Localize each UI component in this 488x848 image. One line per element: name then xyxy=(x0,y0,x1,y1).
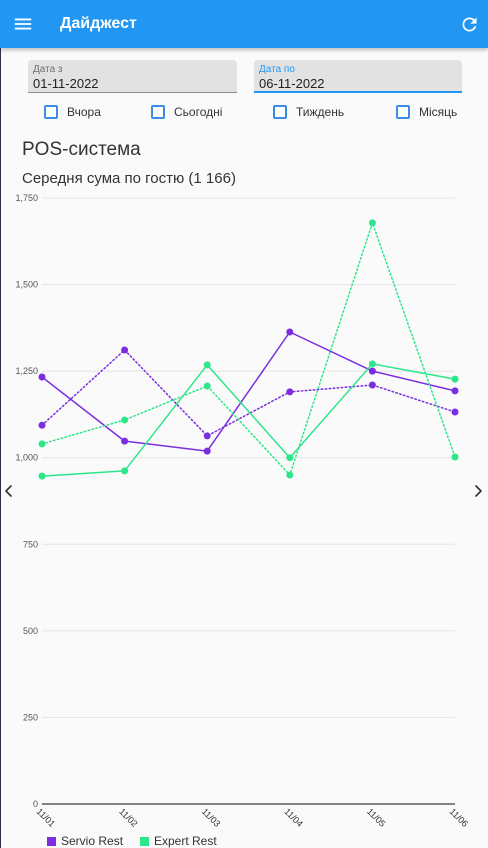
x-tick-label: 11/03 xyxy=(200,806,223,829)
app-bar: Дайджест xyxy=(0,0,488,48)
period-option-label: Сьогодні xyxy=(174,105,223,119)
legend-swatch xyxy=(140,837,149,846)
series-line xyxy=(41,363,456,477)
menu-icon[interactable] xyxy=(12,13,34,35)
checkbox[interactable] xyxy=(44,105,58,119)
legend-label: Expert Rest xyxy=(154,834,217,848)
data-point[interactable] xyxy=(451,387,459,395)
chevron-right-icon[interactable] xyxy=(472,484,484,498)
y-tick-label: 1,000 xyxy=(15,453,38,463)
data-point[interactable] xyxy=(121,437,129,445)
date-to-value: 06-11-2022 xyxy=(259,76,325,91)
data-point[interactable] xyxy=(203,432,211,440)
x-tick-label: 11/06 xyxy=(448,806,471,829)
checkbox[interactable] xyxy=(396,105,410,119)
legend-label: Servio Rest xyxy=(61,834,124,848)
data-point[interactable] xyxy=(451,453,459,461)
data-point[interactable] xyxy=(286,328,294,336)
legend-item-expert-rest: Expert Rest xyxy=(140,835,230,847)
legend-item-servio-rest: Servio Rest xyxy=(47,835,137,847)
data-point[interactable] xyxy=(286,454,294,462)
data-point[interactable] xyxy=(451,408,459,416)
series-1 xyxy=(38,346,459,440)
page-title: Дайджест xyxy=(60,15,137,32)
data-point[interactable] xyxy=(368,381,376,389)
data-point[interactable] xyxy=(38,440,46,448)
data-point[interactable] xyxy=(121,467,129,475)
y-tick-label: 1,750 xyxy=(15,193,38,203)
period-option-label: Вчора xyxy=(67,105,101,119)
data-point[interactable] xyxy=(368,360,376,368)
x-tick-label: 11/01 xyxy=(35,806,58,829)
series-0 xyxy=(38,328,459,455)
period-option-label: Місяць xyxy=(419,105,458,119)
period-option-today[interactable]: Сьогодні xyxy=(151,104,223,120)
data-point[interactable] xyxy=(451,375,459,383)
data-point[interactable] xyxy=(368,219,376,227)
series-line xyxy=(41,222,456,476)
period-option-month[interactable]: Місяць xyxy=(396,104,466,120)
date-from-value: 01-11-2022 xyxy=(33,76,99,91)
x-axis: 11/01 11/02 11/03 11/04 11/05 11/06 xyxy=(35,806,471,829)
data-point[interactable] xyxy=(38,421,46,429)
y-tick-label: 1,250 xyxy=(15,366,38,376)
series-3 xyxy=(38,219,459,479)
section-title: POS-система xyxy=(22,139,141,160)
data-point[interactable] xyxy=(121,346,129,354)
chart-title: Середня сума по гостю (1 166) xyxy=(22,170,236,187)
date-from-field[interactable]: Дата з 01-11-2022 xyxy=(28,60,237,93)
y-axis: 0 250 500 750 1,000 1,250 1,500 1,750 xyxy=(15,193,455,809)
period-option-label: Тиждень xyxy=(296,105,345,119)
date-to-label: Дата по xyxy=(259,64,295,75)
data-point[interactable] xyxy=(368,367,376,375)
y-tick-label: 250 xyxy=(23,712,38,722)
series-2 xyxy=(38,360,459,480)
data-point[interactable] xyxy=(203,361,211,369)
series-line xyxy=(41,349,456,437)
data-point[interactable] xyxy=(286,471,294,479)
y-tick-label: 500 xyxy=(23,626,38,636)
data-point[interactable] xyxy=(38,373,46,381)
y-tick-label: 1,500 xyxy=(15,280,38,290)
y-tick-label: 750 xyxy=(23,539,38,549)
window-edge xyxy=(0,0,1,848)
data-point[interactable] xyxy=(286,388,294,396)
date-to-field[interactable]: Дата по 06-11-2022 xyxy=(254,60,462,93)
data-point[interactable] xyxy=(203,447,211,455)
y-tick-label: 0 xyxy=(33,799,38,809)
line-chart: 0 250 500 750 1,000 1,250 1,500 1,750 11/01 11/02… xyxy=(15,193,471,829)
data-point[interactable] xyxy=(121,416,129,424)
series-line xyxy=(41,331,456,452)
period-option-yesterday[interactable]: Вчора xyxy=(44,104,114,120)
x-tick-label: 11/05 xyxy=(365,806,388,829)
period-option-week[interactable]: Тиждень xyxy=(273,104,345,120)
checkbox[interactable] xyxy=(273,105,287,119)
checkbox[interactable] xyxy=(151,105,165,119)
legend-swatch xyxy=(47,837,56,846)
refresh-icon[interactable] xyxy=(459,14,480,35)
date-from-label: Дата з xyxy=(33,64,63,75)
x-tick-label: 11/04 xyxy=(282,806,305,829)
data-point[interactable] xyxy=(203,382,211,390)
x-tick-label: 11/02 xyxy=(117,806,140,829)
chevron-left-icon[interactable] xyxy=(3,484,15,498)
data-point[interactable] xyxy=(38,472,46,480)
